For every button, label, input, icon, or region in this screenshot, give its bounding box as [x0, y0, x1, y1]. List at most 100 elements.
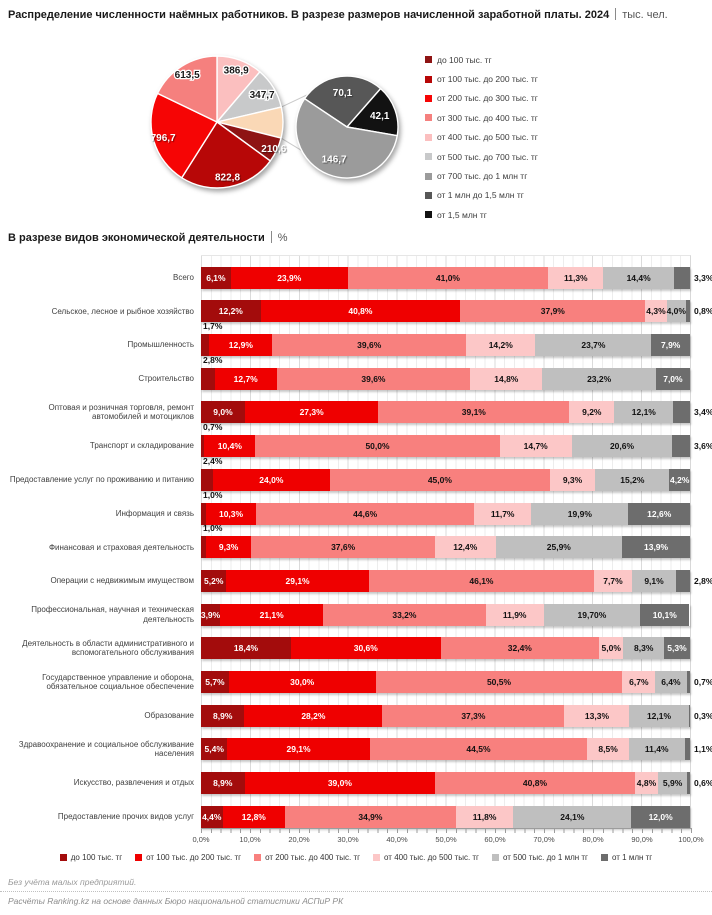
bar-segment: 15,2%	[595, 468, 670, 491]
legend-item: от 500 тыс. до 1 млн тг	[491, 853, 588, 862]
segment-value-label: 9,0%	[213, 407, 233, 418]
bar-segment	[673, 266, 690, 289]
legend-label: от 700 тыс. до 1 млн тг	[437, 171, 528, 182]
legend-swatch-icon	[135, 854, 143, 861]
segment-value-label: 11,3%	[563, 272, 588, 283]
bar-segment: 29,1%	[226, 569, 369, 592]
wage-ranges-legend: до 100 тыс. тг от 100 тыс. до 200 тыс. тг…	[425, 50, 538, 225]
segment-value-label: 44,5%	[466, 744, 491, 755]
segment-value-label: 25,9%	[546, 542, 571, 553]
segment-outside-label: 0,6%	[694, 778, 712, 789]
segment-value-label: 14,8%	[494, 373, 519, 384]
segment-outside-label: 0,7%	[694, 677, 712, 688]
segment-value-label: 4,2%	[670, 474, 690, 485]
bar-segment: 6,7%	[622, 671, 656, 694]
stacked-bar: 5,2% 29,1% 46,1% 7,7% 9,1%	[201, 569, 690, 592]
segment-value-label: 13,9%	[643, 542, 669, 553]
stacked-bar: 18,4% 30,6% 32,4% 5,0% 8,3% 5,3%	[201, 637, 690, 660]
legend-swatch-icon	[425, 133, 432, 141]
stacked-bar: 3,9% 21,1% 33,2% 11,9% 19,70% 10,1%	[200, 603, 690, 626]
segment-value-label: 12,1%	[646, 710, 672, 721]
x-axis-ticks	[201, 828, 692, 833]
bar-row: Государственное управление и оборона, об…	[0, 659, 712, 694]
bar-segment: 23,2%	[542, 367, 656, 390]
bar-segment: 3,9%	[200, 603, 221, 626]
bar-segment: 11,9%	[485, 603, 544, 626]
bar-segment: 8,9%	[201, 772, 245, 795]
segment-value-label: 11,9%	[502, 609, 527, 620]
legend-item: до 100 тыс. тг	[425, 50, 538, 69]
segment-callout-label: 1,0%	[203, 489, 223, 500]
segment-value-label: 7,9%	[660, 340, 681, 351]
bar-segment: 12,9%	[209, 334, 273, 357]
segment-value-label: 46,1%	[469, 575, 494, 586]
segment-value-label: 39,0%	[327, 778, 352, 789]
segment-value-label: 24,0%	[259, 474, 284, 485]
page-title-unit: тыс. чел.	[622, 9, 668, 21]
bar-row: Искусство, развлечения и отдых 0,6% 8,9% 39…	[0, 761, 712, 795]
x-tick-label: 80,0%	[582, 835, 604, 844]
row-category-label: Всего	[173, 272, 194, 282]
segment-value-label: 45,0%	[427, 474, 452, 485]
bar-segment: 12,2%	[201, 300, 261, 323]
segment-value-label: 24,1%	[560, 811, 585, 822]
stacked-bar: 24,0% 45,0% 9,3% 15,2% 4,2%	[201, 468, 690, 491]
bar-segment	[201, 468, 213, 491]
stacked-bar: 5,7% 30,0% 50,5% 6,7% 6,4%	[201, 671, 690, 694]
pie-slice	[303, 75, 382, 128]
bar-segment: 9,2%	[569, 401, 615, 424]
legend-item: от 400 тыс. до 500 тыс. тг	[425, 128, 538, 147]
section-title-text: В разрезе видов экономической деятельнос…	[8, 232, 265, 244]
bar-row: Предоставление прочих видов услуг 4,4% 12,…	[0, 794, 712, 828]
pie-value-label: 42,1	[370, 111, 390, 122]
segment-value-label: 32,4%	[507, 643, 532, 654]
legend-label: от 400 тыс. до 500 тыс. тг	[437, 132, 538, 143]
segment-value-label: 29,1%	[285, 575, 310, 586]
segment-value-label: 20,6%	[609, 441, 635, 452]
bar-segment: 30,6%	[290, 637, 441, 660]
legend-item: от 1 млн тг	[600, 853, 652, 862]
segment-outside-label: 3,3%	[694, 272, 712, 283]
legend-swatch-icon	[425, 172, 432, 180]
segment-value-label: 10,4%	[217, 441, 242, 452]
x-tick-label: 30,0%	[337, 835, 359, 844]
bar-segment: 8,5%	[587, 738, 629, 761]
pie-slices	[295, 75, 399, 179]
segment-value-label: 34,9%	[358, 811, 383, 822]
segment-value-label: 18,4%	[233, 643, 259, 654]
segment-value-label: 3,9%	[200, 609, 221, 620]
bar-segment	[684, 738, 690, 761]
bar-segment: 12,1%	[629, 704, 689, 727]
x-axis-labels: 0,0% 10,0% 20,0% 30,0% 40,0% 50,0% 60,0% 70,0% 8…	[192, 835, 703, 847]
bar-segment: 14,2%	[466, 334, 536, 357]
page-title-text: Распределение численности наёмных работн…	[8, 9, 610, 21]
pie-value-label: 146,7	[322, 155, 347, 166]
divider-line	[0, 891, 712, 892]
bar-segment: 4,0%	[666, 300, 687, 323]
stacked-bar: 12,7% 39,6% 14,8% 23,2% 7,0%	[201, 367, 690, 390]
segment-value-label: 19,9%	[567, 508, 592, 519]
legend-item: от 700 тыс. до 1 млн тг	[425, 166, 538, 185]
bar-segment: 7,0%	[655, 367, 690, 390]
stacked-bar: 6,1% 23,9% 41,0% 11,3% 14,4%	[201, 266, 690, 289]
segment-value-label: 8,5%	[598, 744, 618, 755]
segment-value-label: 7,0%	[663, 373, 683, 384]
bar-segment: 9,3%	[205, 536, 252, 559]
segment-value-label: 12,2%	[218, 306, 243, 317]
stacked-bar: 10,4% 50,0% 14,7% 20,6%	[201, 435, 690, 458]
segment-value-label: 11,7%	[490, 508, 515, 519]
section-title-unit: %	[277, 232, 288, 244]
source-note: Расчёты Ranking.kz на основе данных Бюро…	[8, 896, 344, 906]
segment-value-label: 6,7%	[629, 677, 649, 688]
legend-swatch-icon	[425, 191, 432, 199]
bar-segment: 44,5%	[369, 738, 588, 761]
segment-outside-label: 0,8%	[694, 306, 712, 317]
section-title: В разрезе видов экономической деятельнос…	[8, 231, 288, 244]
segment-value-label: 9,1%	[644, 575, 664, 586]
bar-segment: 25,9%	[495, 536, 623, 559]
segment-value-label: 39,6%	[361, 373, 386, 384]
legend-item: от 500 тыс. до 700 тыс. тг	[425, 147, 538, 166]
bar-segment: 41,0%	[347, 266, 549, 289]
bar-segment: 4,2%	[669, 468, 690, 491]
legend-label: от 400 тыс. до 500 тыс. тг	[384, 853, 479, 862]
